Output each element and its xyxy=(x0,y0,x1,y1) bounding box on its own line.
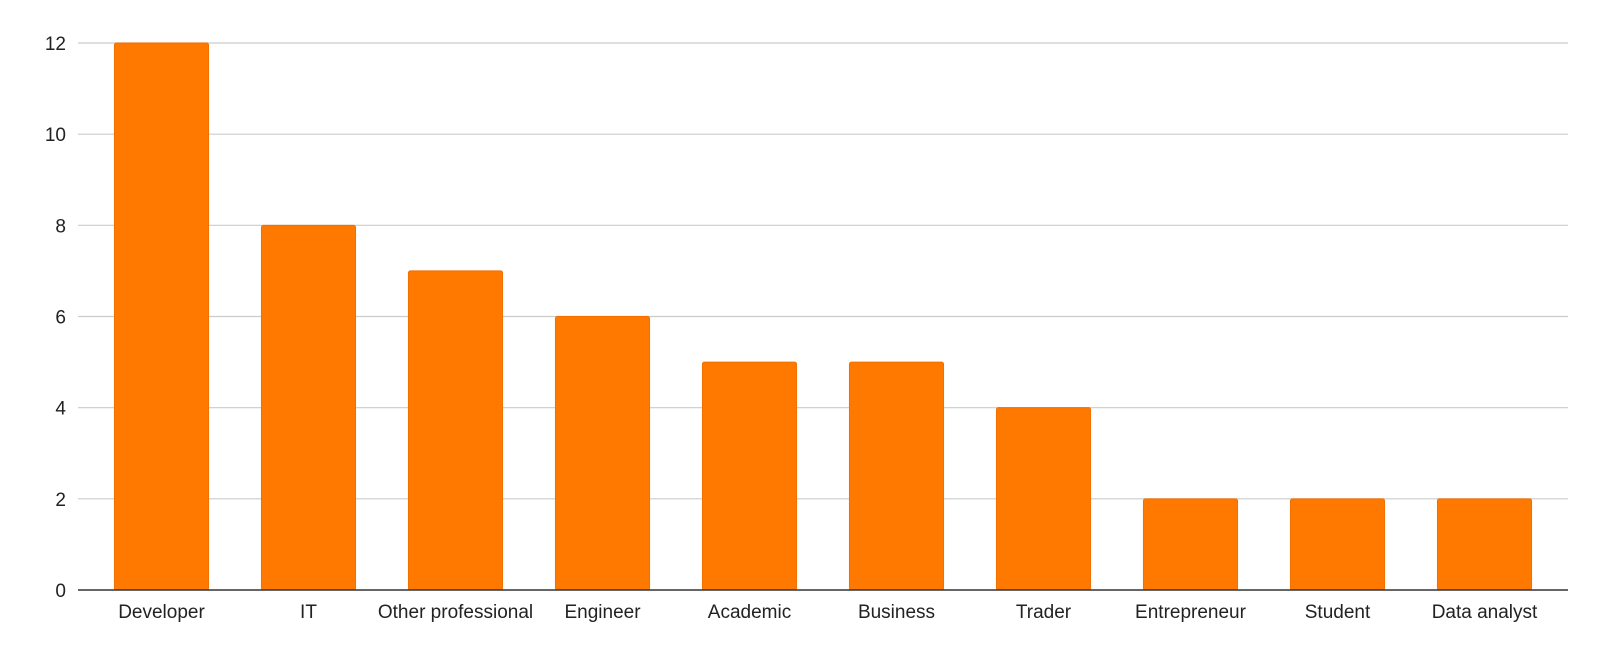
bar-entrepreneur xyxy=(1142,498,1239,591)
x-tick-label: Other professional xyxy=(378,602,533,623)
x-tick-label: Student xyxy=(1305,602,1371,623)
x-tick-label: IT xyxy=(300,602,317,623)
bar-business xyxy=(848,361,945,591)
y-tick-label: 10 xyxy=(45,125,66,146)
bar-trader xyxy=(995,407,1092,591)
bar-student xyxy=(1289,498,1386,591)
x-tick-label: Business xyxy=(858,602,935,623)
bar-data-analyst xyxy=(1436,498,1533,591)
x-tick-label: Entrepreneur xyxy=(1135,602,1247,623)
x-tick-label: Developer xyxy=(118,602,205,623)
y-tick-label: 0 xyxy=(55,581,66,602)
x-tick-label: Data analyst xyxy=(1432,602,1538,623)
y-tick-label: 12 xyxy=(45,34,66,55)
x-tick-label: Trader xyxy=(1016,602,1072,623)
bar-engineer xyxy=(554,316,651,591)
y-tick-label: 2 xyxy=(55,490,66,511)
x-tick-label: Engineer xyxy=(564,602,641,623)
y-axis-tick-labels: 0 2 4 6 8 10 12 xyxy=(45,34,67,602)
x-axis-tick-labels: Developer IT Other professional Engineer Aca… xyxy=(118,602,1538,623)
y-tick-label: 4 xyxy=(55,399,66,420)
bar-developer xyxy=(113,42,210,591)
y-tick-label: 6 xyxy=(55,308,66,329)
bar-other-professional xyxy=(407,270,504,591)
bars xyxy=(113,42,1533,591)
bar-academic xyxy=(701,361,798,591)
bar-it xyxy=(260,224,357,591)
x-tick-label: Academic xyxy=(708,602,791,623)
y-tick-label: 8 xyxy=(55,216,66,237)
